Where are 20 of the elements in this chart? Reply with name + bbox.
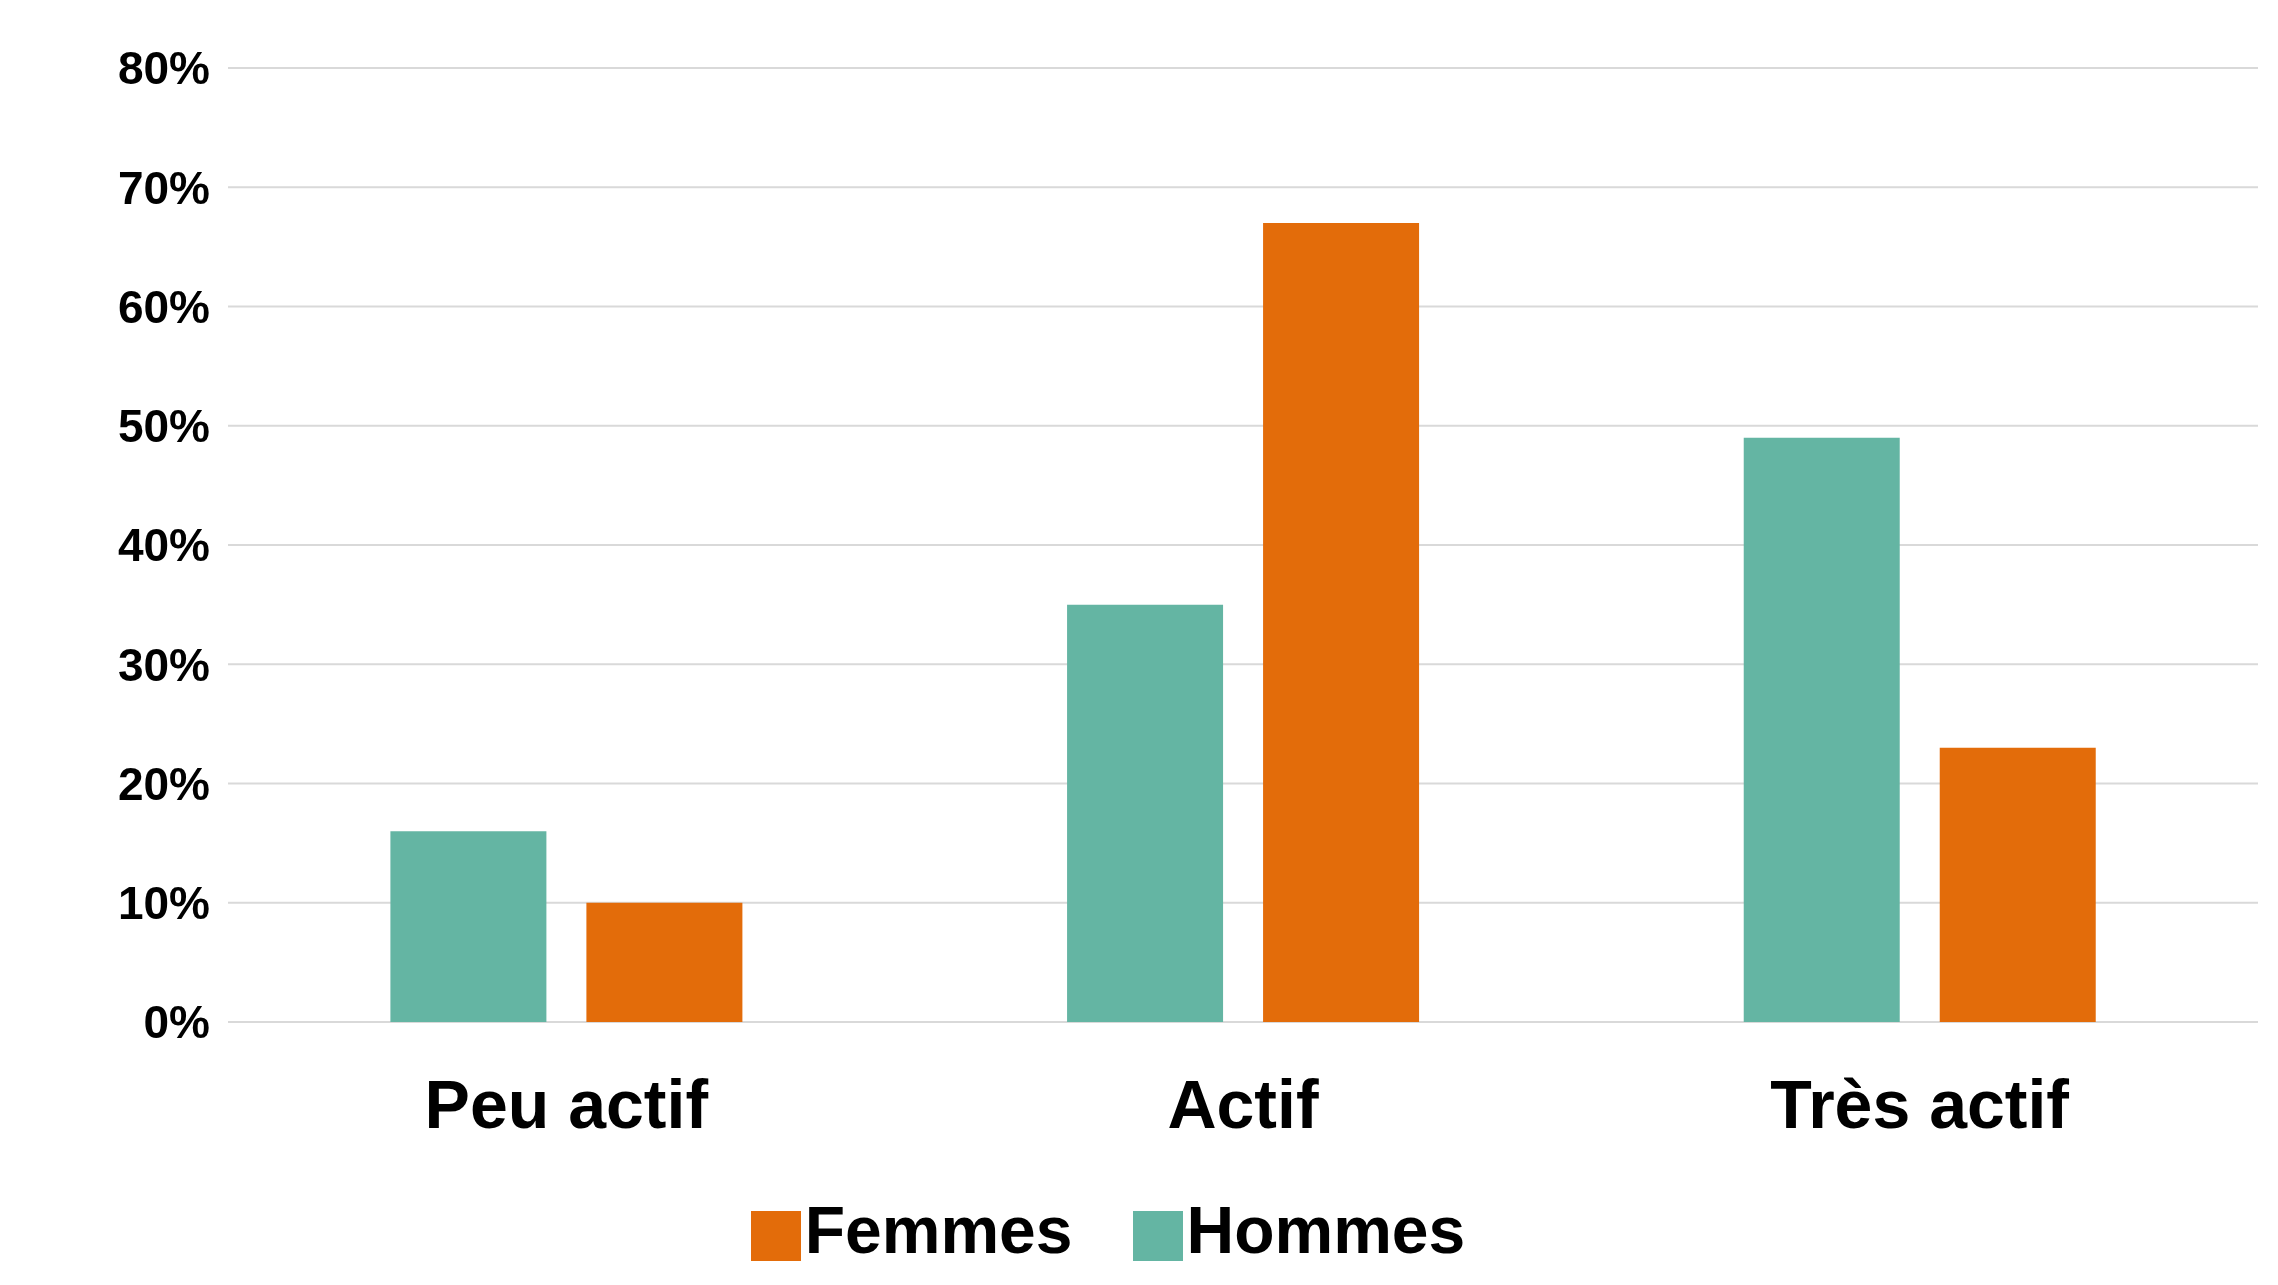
legend-label: Hommes	[1186, 1193, 1466, 1267]
y-tick-label: 70%	[117, 161, 210, 214]
x-tick-label: Très actif	[1770, 1066, 2070, 1143]
y-tick-label: 80%	[117, 42, 210, 95]
legend-label: Femmes	[804, 1193, 1073, 1267]
bar	[1067, 604, 1224, 1022]
y-tick-label: 60%	[117, 280, 210, 333]
y-tick-label: 20%	[117, 757, 210, 810]
y-tick-label: 0%	[143, 996, 210, 1049]
bar	[390, 831, 547, 1022]
bar	[1263, 223, 1420, 1022]
bar	[586, 902, 743, 1022]
y-tick-label: 30%	[117, 638, 210, 691]
y-tick-label: 40%	[117, 519, 210, 572]
bar	[1939, 747, 2096, 1022]
y-tick-label: 50%	[117, 400, 210, 453]
bar	[1743, 437, 1900, 1022]
y-tick-label: 10%	[117, 877, 210, 930]
x-tick-label: Actif	[1167, 1066, 1319, 1143]
x-tick-label: Peu actif	[424, 1066, 709, 1143]
